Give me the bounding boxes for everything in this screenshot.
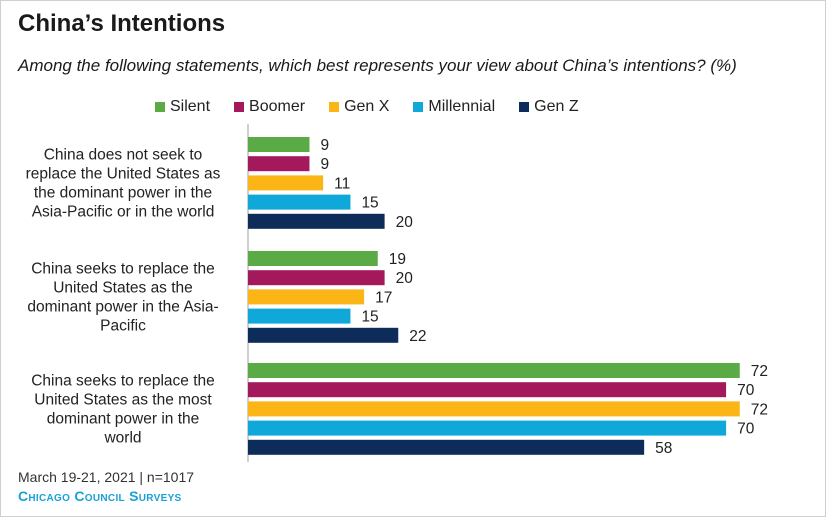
category-label: world — [103, 429, 141, 446]
bar — [248, 175, 324, 191]
data-label: 58 — [655, 440, 672, 457]
category-label: Pacific — [100, 317, 146, 334]
category-label: dominant power in the Asia- — [27, 298, 218, 315]
bar — [248, 363, 740, 378]
data-label: 15 — [361, 195, 378, 212]
category-label: China seeks to replace the — [31, 372, 215, 389]
legend-label: Millennial — [428, 98, 496, 115]
legend: Silent Boomer Gen X Millennial Gen Z — [155, 98, 603, 116]
category-label: United States as the most — [34, 391, 212, 408]
data-label: 9 — [320, 137, 329, 154]
category-label: United States as the — [53, 279, 193, 296]
bar — [248, 194, 351, 210]
category-label: dominant power in the — [47, 410, 200, 427]
chart-subtitle: Among the following statements, which be… — [18, 56, 737, 75]
data-label: 19 — [389, 251, 406, 268]
legend-item-boomer: Boomer — [234, 98, 305, 116]
bar — [248, 289, 365, 305]
bar — [248, 401, 740, 417]
data-label: 20 — [396, 214, 414, 231]
data-label: 72 — [751, 401, 768, 418]
chart-title: China’s Intentions — [18, 10, 226, 37]
footer-date: March 19-21, 2021 | n=1017 — [18, 469, 195, 485]
bar — [248, 156, 310, 172]
legend-swatch — [234, 102, 245, 112]
bar — [248, 213, 385, 229]
bar — [248, 382, 727, 398]
category-label: the dominant power in the — [34, 184, 212, 201]
bar — [248, 308, 351, 324]
data-label: 11 — [334, 175, 350, 192]
legend-label: Gen Z — [534, 98, 579, 115]
legend-label: Gen X — [344, 98, 390, 115]
legend-item-genz: Gen Z — [519, 98, 579, 116]
bar — [248, 420, 727, 436]
legend-swatch — [155, 102, 165, 112]
category-label: China does not seek to — [44, 146, 203, 163]
data-label: 70 — [737, 421, 755, 438]
bar — [248, 137, 310, 152]
data-label: 9 — [320, 156, 329, 173]
category-label: Asia-Pacific or in the world — [32, 203, 215, 220]
bar — [248, 327, 399, 343]
data-label: 70 — [737, 382, 755, 399]
data-label: 20 — [396, 270, 414, 287]
data-label: 22 — [409, 328, 426, 345]
data-label: 17 — [375, 289, 392, 306]
legend-label: Silent — [170, 98, 211, 115]
data-label: 15 — [361, 309, 378, 326]
data-label: 72 — [751, 363, 768, 380]
legend-item-genx: Gen X — [329, 98, 389, 116]
footer-brand: Chicago Council Surveys — [18, 488, 182, 504]
legend-item-silent: Silent — [155, 98, 210, 116]
bar — [248, 251, 378, 266]
legend-label: Boomer — [249, 98, 306, 115]
category-label: replace the United States as — [26, 165, 221, 182]
legend-swatch — [519, 102, 530, 112]
legend-swatch — [413, 102, 424, 112]
legend-swatch — [329, 102, 340, 112]
bar — [248, 439, 645, 455]
bar — [248, 270, 385, 286]
legend-item-millennial: Millennial — [413, 98, 495, 116]
category-label: China seeks to replace the — [31, 260, 215, 277]
